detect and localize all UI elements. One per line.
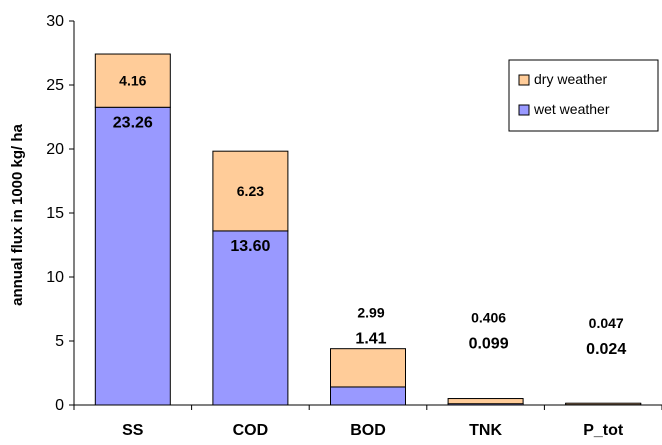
bars [94, 53, 642, 406]
y-axis-label: annual flux in 1000 kg/ ha [9, 123, 26, 305]
bar-wet-weather-ss [94, 106, 171, 406]
y-tick-label: 0 [55, 397, 64, 414]
x-tick-label: COD [233, 422, 269, 439]
data-label-wet-weather-p_tot: 0.024 [586, 341, 626, 358]
y-tick-label: 20 [46, 141, 64, 158]
bar-wet-weather-bod [330, 386, 406, 406]
axes: 0 5 10 15 20 25 30 SS COD BOD TNK P_tot [46, 13, 662, 439]
data-labels: 23.26 4.16 13.60 6.23 1.41 2.99 0.099 0.406 0.02… [113, 73, 627, 358]
x-tick-label: SS [122, 422, 144, 439]
y-tick-label: 25 [46, 77, 64, 94]
x-tick-label: BOD [350, 422, 386, 439]
y-tick-label: 5 [55, 333, 64, 350]
x-tick-label: P_tot [583, 422, 624, 439]
legend-label-dry-weather: dry weather [534, 71, 607, 87]
legend-swatch-dry-weather [518, 74, 530, 86]
data-label-wet-weather-cod: 13.60 [230, 238, 270, 255]
data-label-dry-weather-cod: 6.23 [237, 183, 264, 199]
legend-box [508, 59, 659, 132]
bar-dry-weather-ss [94, 53, 171, 108]
data-label-dry-weather-tnk: 0.406 [471, 310, 506, 326]
y-tick-label: 10 [46, 269, 64, 286]
bar-dry-weather-tnk [447, 398, 524, 405]
data-label-wet-weather-ss: 23.26 [113, 114, 153, 131]
bar-dry-weather-bod [330, 348, 406, 388]
y-tick-label: 15 [46, 205, 64, 222]
x-tick-label: TNK [469, 422, 502, 439]
data-label-wet-weather-tnk: 0.099 [469, 336, 509, 353]
legend: dry weather wet weather [508, 59, 659, 132]
y-tick-label: 30 [46, 13, 64, 30]
data-label-dry-weather-p_tot: 0.047 [589, 315, 624, 331]
data-label-dry-weather-ss: 4.16 [119, 73, 146, 89]
data-label-wet-weather-bod: 1.41 [355, 331, 386, 348]
bar-wet-weather-cod [212, 230, 289, 406]
bar-dry-weather-p_tot [565, 402, 642, 406]
legend-swatch-wet-weather [518, 104, 530, 116]
legend-label-wet-weather: wet weather [533, 101, 610, 117]
data-label-dry-weather-bod: 2.99 [357, 305, 384, 321]
bar-dry-weather-cod [212, 150, 289, 232]
